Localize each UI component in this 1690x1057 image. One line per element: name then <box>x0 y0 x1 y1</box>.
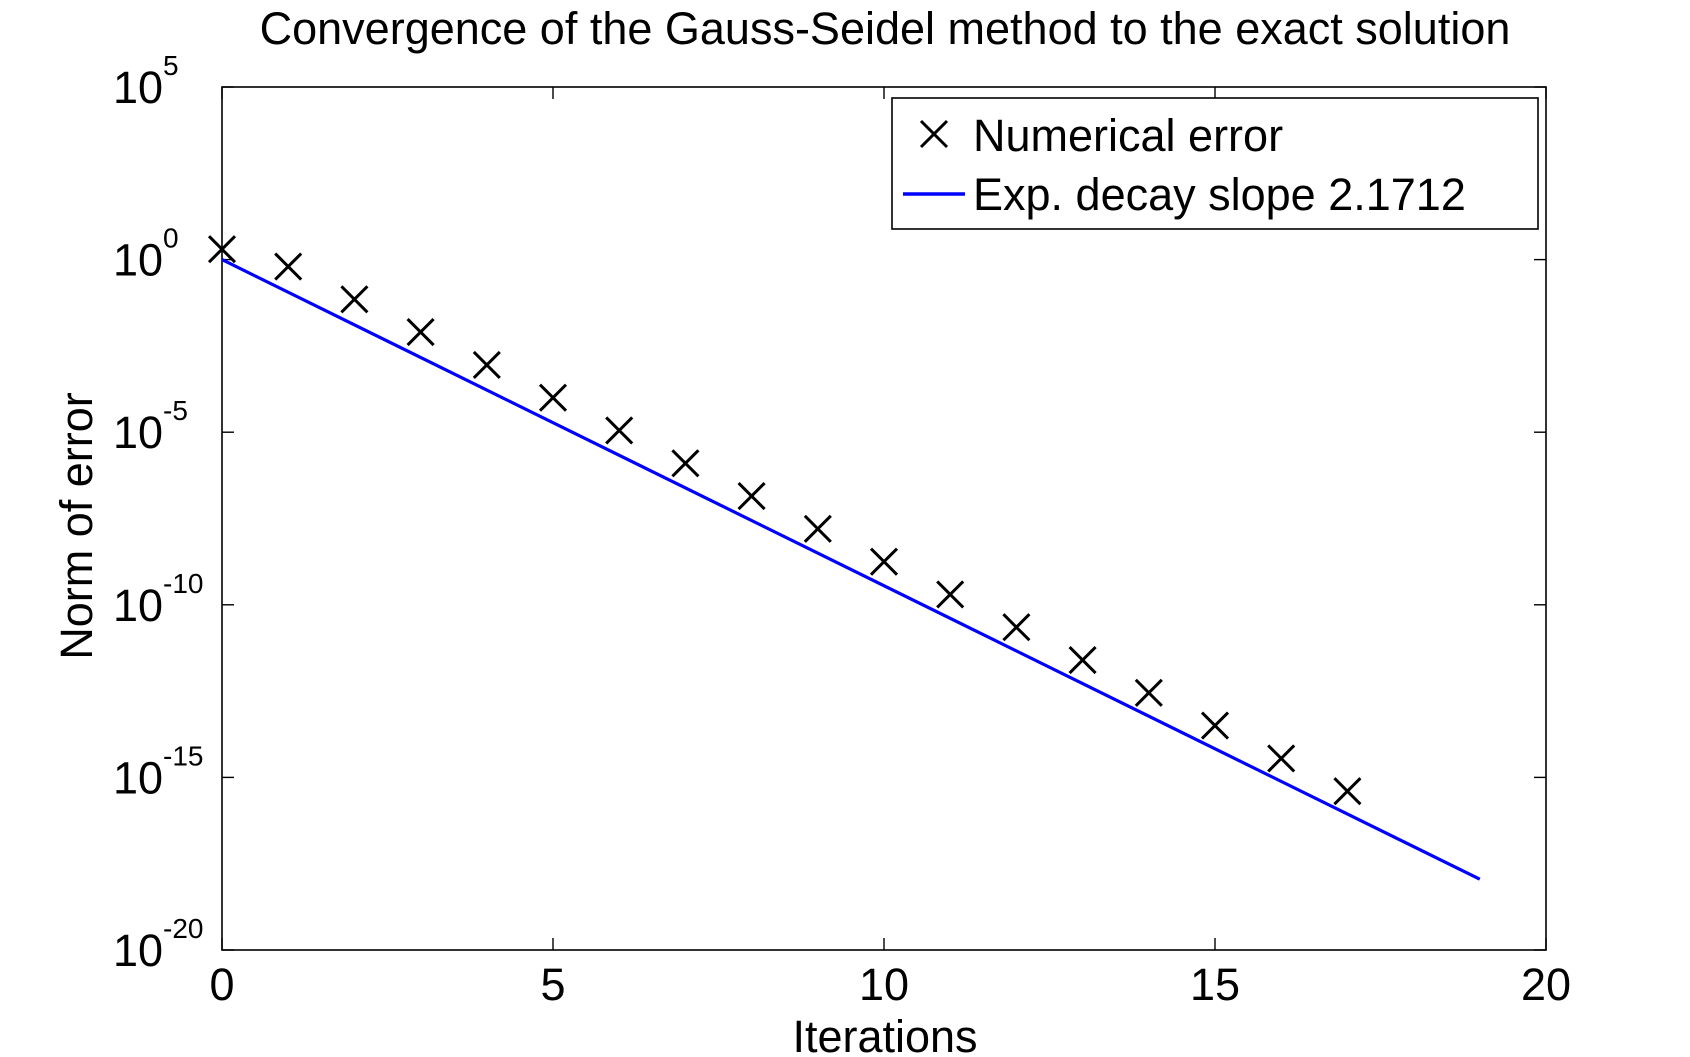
error-point <box>207 235 237 264</box>
error-marker-stroke <box>472 350 501 379</box>
error-marker-stroke <box>869 547 899 576</box>
error-point <box>1267 744 1296 773</box>
y-tick-exponent: -10 <box>163 568 203 599</box>
x-tick-label: 5 <box>540 959 565 1010</box>
error-marker-stroke <box>538 383 568 412</box>
y-tick-label: 10 -20 <box>113 913 203 976</box>
error-marker-stroke <box>1068 645 1097 675</box>
error-point <box>406 318 435 347</box>
x-tick-label: 15 <box>1190 959 1240 1010</box>
y-axis-label: Norm of error <box>51 392 102 660</box>
y-tick-label: 10 -15 <box>113 740 203 803</box>
y-tick-exponent: -15 <box>163 740 203 771</box>
error-marker-stroke <box>605 416 634 445</box>
error-point <box>472 350 501 379</box>
decay-line-series <box>221 258 1481 881</box>
error-point <box>671 449 700 478</box>
error-marker-stroke <box>803 514 832 543</box>
error-marker-stroke <box>340 285 369 314</box>
error-marker-stroke <box>406 318 435 347</box>
x-tick-labels: 0 5 10 15 20 <box>209 959 1571 1010</box>
chart-title: Convergence of the Gauss-Seidel method t… <box>260 3 1511 54</box>
error-point <box>538 383 568 412</box>
error-point <box>737 482 766 511</box>
y-tick-base: 10 <box>113 752 163 803</box>
x-tick-label: 20 <box>1521 959 1571 1010</box>
error-marker-stroke <box>936 580 965 609</box>
error-marker-stroke <box>1267 744 1296 773</box>
error-point <box>869 547 899 576</box>
x-tick-label: 0 <box>209 959 234 1010</box>
error-marker-stroke <box>1200 711 1230 740</box>
legend-box <box>891 97 1539 230</box>
error-marker-stroke <box>1134 678 1163 707</box>
error-marker-stroke <box>1333 777 1362 806</box>
y-tick-base: 10 <box>113 580 163 631</box>
legend-label-numerical-error: Numerical error <box>973 110 1283 161</box>
x-tick-label: 10 <box>859 959 909 1010</box>
error-marker-stroke <box>737 482 766 511</box>
error-marker-stroke <box>207 235 237 264</box>
legend-x-marker-icon <box>919 119 949 149</box>
y-tick-label: 10 0 <box>113 223 179 286</box>
decay-line <box>221 258 1481 881</box>
x-axis-label: Iterations <box>792 1011 977 1057</box>
y-tick-exponent: -5 <box>163 395 188 426</box>
error-point <box>936 580 965 609</box>
error-point <box>1068 645 1097 675</box>
error-point <box>1134 678 1163 707</box>
error-point <box>1200 711 1230 740</box>
error-point <box>1333 777 1362 806</box>
legend: Numerical error Exp. decay slope 2.1712 <box>891 97 1539 230</box>
error-point <box>605 416 634 445</box>
error-marker-stroke <box>671 449 700 478</box>
legend-label-decay-line: Exp. decay slope 2.1712 <box>973 169 1466 220</box>
error-point <box>803 514 832 543</box>
legend-marker-stroke <box>919 119 949 149</box>
numerical-error-series <box>207 235 1362 806</box>
y-tick-label: 10 5 <box>113 50 179 113</box>
y-tick-base: 10 <box>113 235 163 286</box>
y-tick-base: 10 <box>113 62 163 113</box>
error-point <box>340 285 369 314</box>
y-tick-base: 10 <box>113 407 163 458</box>
y-tick-exponent: 0 <box>163 223 179 254</box>
y-tick-exponent: 5 <box>163 50 179 81</box>
error-point <box>1002 613 1031 642</box>
error-marker-stroke <box>1002 613 1031 642</box>
y-tick-base: 10 <box>113 925 163 976</box>
y-tick-label: 10 -5 <box>113 395 188 458</box>
y-tick-exponent: -20 <box>163 913 203 944</box>
error-point <box>274 252 303 281</box>
y-tick-label: 10 -10 <box>113 568 203 631</box>
error-marker-stroke <box>274 252 303 281</box>
